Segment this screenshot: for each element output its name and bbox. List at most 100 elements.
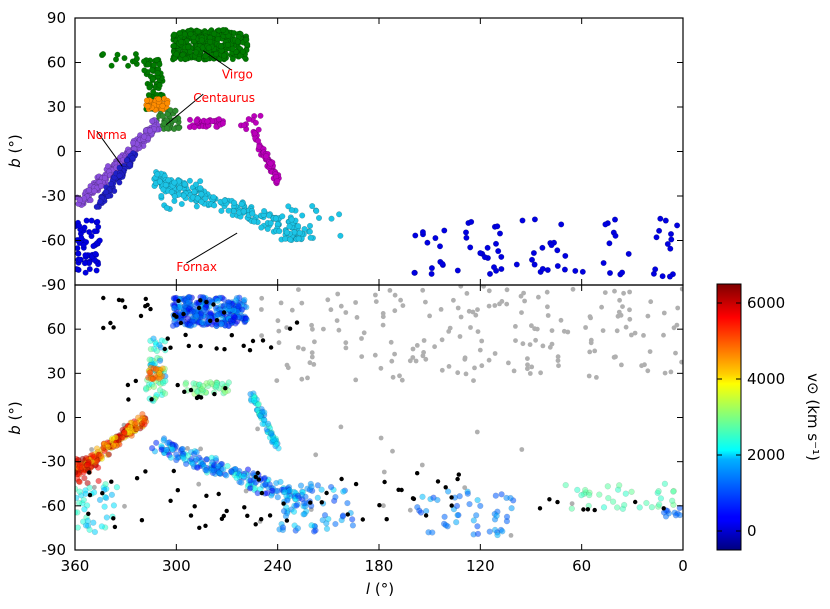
point-far-right — [454, 267, 461, 274]
point-fornax — [240, 208, 247, 215]
colorbar-tick-label: 6000 — [747, 294, 785, 312]
point-fornax-loose — [197, 178, 204, 185]
point-magenta-b — [255, 137, 262, 144]
point-gray — [296, 287, 301, 292]
point-gray — [321, 326, 326, 332]
point-gray — [455, 370, 461, 376]
point-virgo — [195, 56, 202, 63]
point-velocity — [574, 486, 581, 493]
point-velocity — [466, 501, 473, 508]
point-fornax — [272, 215, 279, 222]
point-black — [112, 524, 118, 530]
point-far-right — [463, 229, 470, 236]
point-fornax-ext — [306, 228, 313, 235]
point-velocity — [308, 522, 315, 529]
point-velocity — [184, 315, 191, 322]
point-far-right — [481, 254, 488, 261]
point-black — [260, 338, 266, 343]
point-centaurus-crux — [172, 107, 179, 114]
point-velocity — [301, 500, 308, 507]
point-black — [537, 506, 543, 511]
point-velocity — [90, 519, 97, 526]
point-black — [449, 503, 454, 508]
point-velocity — [75, 509, 81, 516]
point-gray — [427, 313, 432, 319]
point-fornax-loose — [162, 182, 169, 189]
x-tick-label: 300 — [162, 557, 191, 575]
point-gray — [565, 329, 571, 335]
point-magenta-c — [240, 122, 247, 129]
point-gray — [392, 351, 397, 357]
point-velocity — [321, 512, 329, 519]
point-velocity — [200, 306, 208, 313]
point-gray — [353, 300, 358, 305]
point-gray — [587, 314, 593, 319]
point-virgo-spine — [146, 84, 153, 91]
point-velocity — [294, 492, 302, 499]
point-black — [294, 320, 300, 325]
point-virgo-spine — [154, 70, 161, 77]
point-norma-blue — [129, 154, 136, 161]
point-gray — [508, 533, 514, 538]
point-fornax-loose — [178, 200, 185, 207]
point-black — [229, 333, 234, 338]
point-fornax-ext — [307, 222, 314, 229]
point-velocity — [297, 482, 305, 489]
point-black — [176, 298, 181, 303]
point-far-left — [75, 266, 80, 273]
point-gray — [359, 354, 365, 359]
point-gray — [513, 338, 518, 343]
point-gray — [335, 291, 341, 297]
point-velocity — [235, 303, 242, 310]
point-velocity — [156, 342, 163, 349]
point-gray — [639, 363, 644, 369]
point-black — [100, 491, 105, 496]
point-norma — [76, 197, 83, 204]
top-scatter-points — [75, 26, 681, 280]
point-far-right — [539, 244, 546, 251]
point-far-right — [484, 244, 491, 251]
top-panel: Virgo Centaurus Norma Fornax 90 60 30 0 -30 -60 -… — [6, 9, 684, 294]
point-velocity — [251, 397, 258, 404]
point-black — [377, 503, 382, 508]
point-gray — [275, 318, 281, 324]
point-virgo-loose — [114, 51, 121, 58]
point-far-right — [411, 269, 418, 276]
point-velocity — [311, 528, 318, 535]
point-gray — [538, 370, 543, 376]
point-norma — [129, 139, 136, 146]
colorbar-tick-label: 0 — [747, 522, 757, 540]
point-velocity — [314, 482, 321, 489]
point-velocity — [86, 484, 93, 491]
point-black — [284, 518, 290, 523]
point-gray — [525, 366, 530, 372]
point-fornax-ext — [328, 215, 335, 222]
point-velocity — [219, 380, 226, 387]
point-far-right — [572, 267, 579, 274]
point-virgo — [205, 44, 212, 51]
point-velocity — [80, 469, 87, 476]
point-norma — [87, 197, 94, 204]
point-gray — [301, 346, 306, 352]
point-gray — [617, 297, 622, 303]
point-black — [109, 479, 114, 484]
point-velocity — [628, 488, 635, 495]
point-far-right — [662, 217, 669, 224]
point-far-left — [93, 267, 100, 274]
point-gray — [390, 448, 395, 454]
point-velocity — [143, 385, 150, 392]
point-velocity — [189, 308, 196, 315]
point-fornax-loose — [181, 181, 188, 188]
point-gray — [343, 345, 349, 351]
point-gray — [372, 352, 378, 358]
point-velocity — [164, 439, 171, 446]
top-y-tick-label: -60 — [42, 232, 67, 250]
point-velocity — [268, 430, 275, 437]
point-velocity — [605, 495, 612, 502]
point-black — [204, 493, 209, 498]
point-fornax-loose — [171, 193, 178, 200]
point-velocity — [670, 488, 677, 495]
point-velocity — [76, 488, 83, 495]
point-black — [633, 499, 638, 505]
point-velocity — [96, 496, 104, 503]
